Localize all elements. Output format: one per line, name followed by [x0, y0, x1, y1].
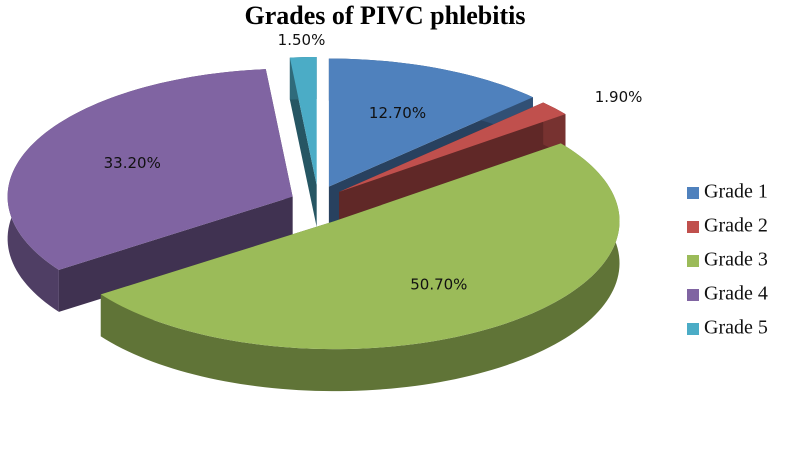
- slice: [339, 102, 566, 192]
- slice: [100, 143, 620, 350]
- data-label: 33.20%: [104, 154, 161, 172]
- slice: [100, 143, 620, 392]
- legend-swatch: [687, 323, 699, 335]
- slice: [7, 69, 293, 312]
- slice-side: [289, 57, 317, 228]
- slice: [7, 69, 293, 270]
- data-label: 1.50%: [278, 31, 326, 49]
- legend-label: Grade 3: [704, 249, 768, 271]
- legend-label: Grade 2: [704, 215, 768, 237]
- data-label: 50.70%: [410, 276, 467, 294]
- data-label: 1.90%: [595, 88, 643, 106]
- legend-swatch: [687, 221, 699, 233]
- data-label: 12.70%: [369, 104, 426, 122]
- chart-title: Grades of PIVC phlebitis: [245, 1, 526, 30]
- legend-swatch: [687, 289, 699, 301]
- legend-swatch: [687, 187, 699, 199]
- slice: [289, 57, 317, 186]
- legend-label: Grade 4: [704, 283, 768, 305]
- slice: [289, 57, 317, 228]
- legend-swatch: [687, 255, 699, 267]
- slice-side: [58, 196, 293, 312]
- slice: [328, 58, 533, 187]
- legend-label: Grade 5: [704, 317, 768, 339]
- legend-label: Grade 1: [704, 181, 768, 203]
- slice-wall: [100, 143, 620, 392]
